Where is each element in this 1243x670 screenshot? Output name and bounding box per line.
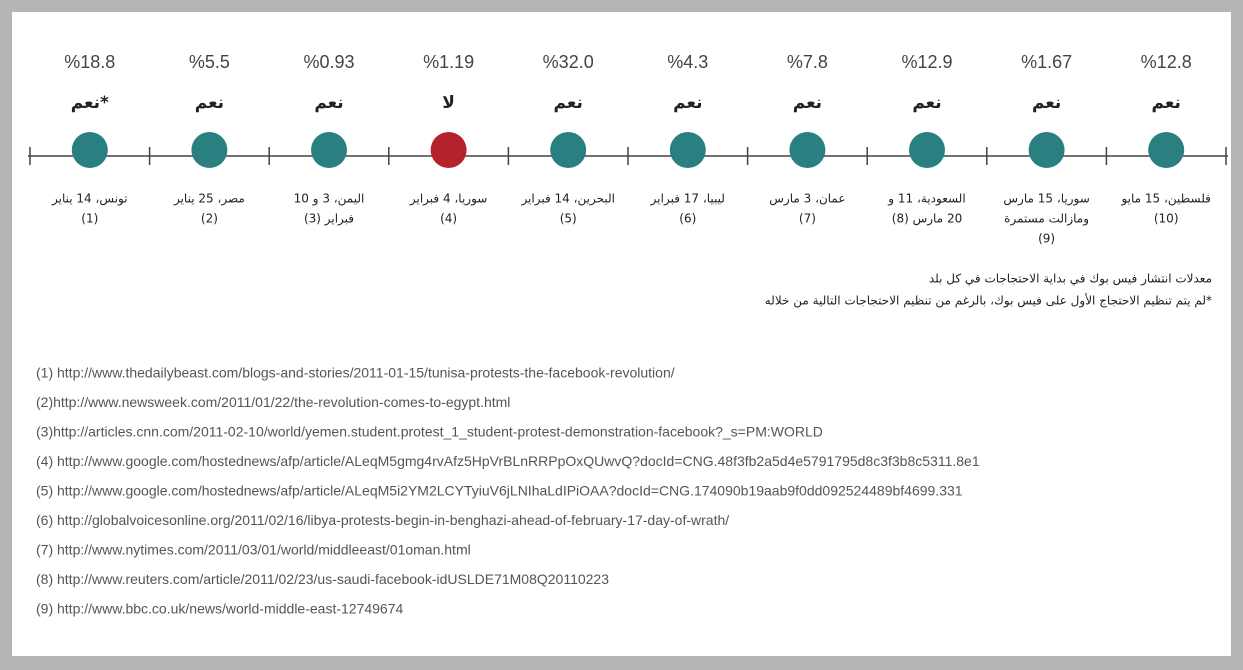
reference: (7) http://www.nytimes.com/2011/03/01/wo… bbox=[36, 542, 471, 558]
reference: (1) http://www.thedailybeast.com/blogs-a… bbox=[36, 365, 675, 381]
answer: نعم bbox=[314, 93, 343, 113]
event-label: 20 مارس (8) bbox=[892, 212, 962, 227]
event-label: ومازالت مستمرة bbox=[1004, 212, 1089, 227]
percent: %4.3 bbox=[667, 52, 708, 72]
note: *لم يتم تنظيم الاحتجاج الأول على فيس بوك… bbox=[765, 293, 1212, 309]
reference: (8) http://www.reuters.com/article/2011/… bbox=[36, 571, 609, 587]
event-label: فبراير (3) bbox=[304, 212, 354, 227]
answer: نعم bbox=[1032, 93, 1061, 113]
marker bbox=[71, 132, 108, 168]
answer: نعم bbox=[1152, 93, 1181, 113]
event-label: اليمن، 3 و 10 bbox=[294, 192, 365, 207]
reference: (3)http://articles.cnn.com/2011-02-10/wo… bbox=[36, 424, 823, 440]
answer: نعم bbox=[673, 93, 702, 113]
answer: نعم bbox=[793, 93, 822, 113]
answer: نعم bbox=[554, 93, 583, 113]
marker bbox=[669, 132, 706, 168]
marker bbox=[1028, 132, 1065, 168]
event-label: (5) bbox=[560, 212, 577, 226]
event-label: تونس، 14 يناير bbox=[51, 192, 128, 207]
event-label: البحرين، 14 فبراير bbox=[520, 192, 615, 207]
percent: %0.93 bbox=[303, 52, 354, 72]
marker bbox=[789, 132, 826, 168]
answer: لا bbox=[442, 93, 455, 113]
marker bbox=[311, 132, 347, 168]
event-label: مصر، 25 يناير bbox=[173, 192, 245, 207]
percent: %12.9 bbox=[901, 52, 952, 72]
percent: %7.8 bbox=[787, 52, 828, 72]
event-label: (6) bbox=[679, 212, 696, 226]
reference: (2)http://www.newsweek.com/2011/01/22/th… bbox=[36, 394, 510, 410]
marker bbox=[909, 132, 945, 168]
event-label: فلسطين، 15 مايو bbox=[1120, 192, 1210, 207]
answer: *نعم bbox=[71, 93, 109, 113]
percent: %32.0 bbox=[543, 52, 594, 72]
answer: نعم bbox=[195, 93, 224, 113]
reference: (4) http://www.google.com/hostednews/afp… bbox=[36, 453, 980, 469]
percent: %1.19 bbox=[423, 52, 474, 72]
event-label: سوريا، 4 فبراير bbox=[409, 192, 487, 207]
reference: (5) http://www.google.com/hostednews/afp… bbox=[36, 483, 963, 499]
event-label: (1) bbox=[81, 212, 98, 226]
percent: %18.8 bbox=[64, 52, 115, 72]
event-label: (2) bbox=[201, 212, 218, 226]
marker bbox=[430, 132, 467, 168]
percent: %12.8 bbox=[1141, 52, 1192, 72]
marker bbox=[550, 132, 587, 168]
event-label: ليبيا، 17 فبراير bbox=[650, 192, 725, 207]
percent: %1.67 bbox=[1021, 52, 1072, 72]
event-label: عمان، 3 مارس bbox=[769, 192, 845, 207]
answer: نعم bbox=[912, 93, 941, 113]
event-label: (10) bbox=[1154, 212, 1179, 226]
event-label: السعودية، 11 و bbox=[887, 192, 965, 207]
event-label: (9) bbox=[1038, 232, 1055, 246]
event-label: سوريا، 15 مارس bbox=[1003, 192, 1089, 207]
reference: (6) http://globalvoicesonline.org/2011/0… bbox=[36, 512, 729, 528]
marker bbox=[1148, 132, 1185, 168]
reference: (9) http://www.bbc.co.uk/news/world-midd… bbox=[36, 601, 404, 617]
marker bbox=[191, 132, 228, 168]
note: معدلات انتشار فيس بوك في بداية الاحتجاجا… bbox=[929, 272, 1212, 287]
panel bbox=[12, 12, 1231, 656]
event-label: (4) bbox=[440, 212, 457, 226]
percent: %5.5 bbox=[189, 52, 230, 72]
event-label: (7) bbox=[799, 212, 816, 226]
